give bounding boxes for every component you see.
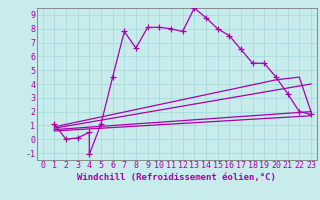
X-axis label: Windchill (Refroidissement éolien,°C): Windchill (Refroidissement éolien,°C)	[77, 173, 276, 182]
